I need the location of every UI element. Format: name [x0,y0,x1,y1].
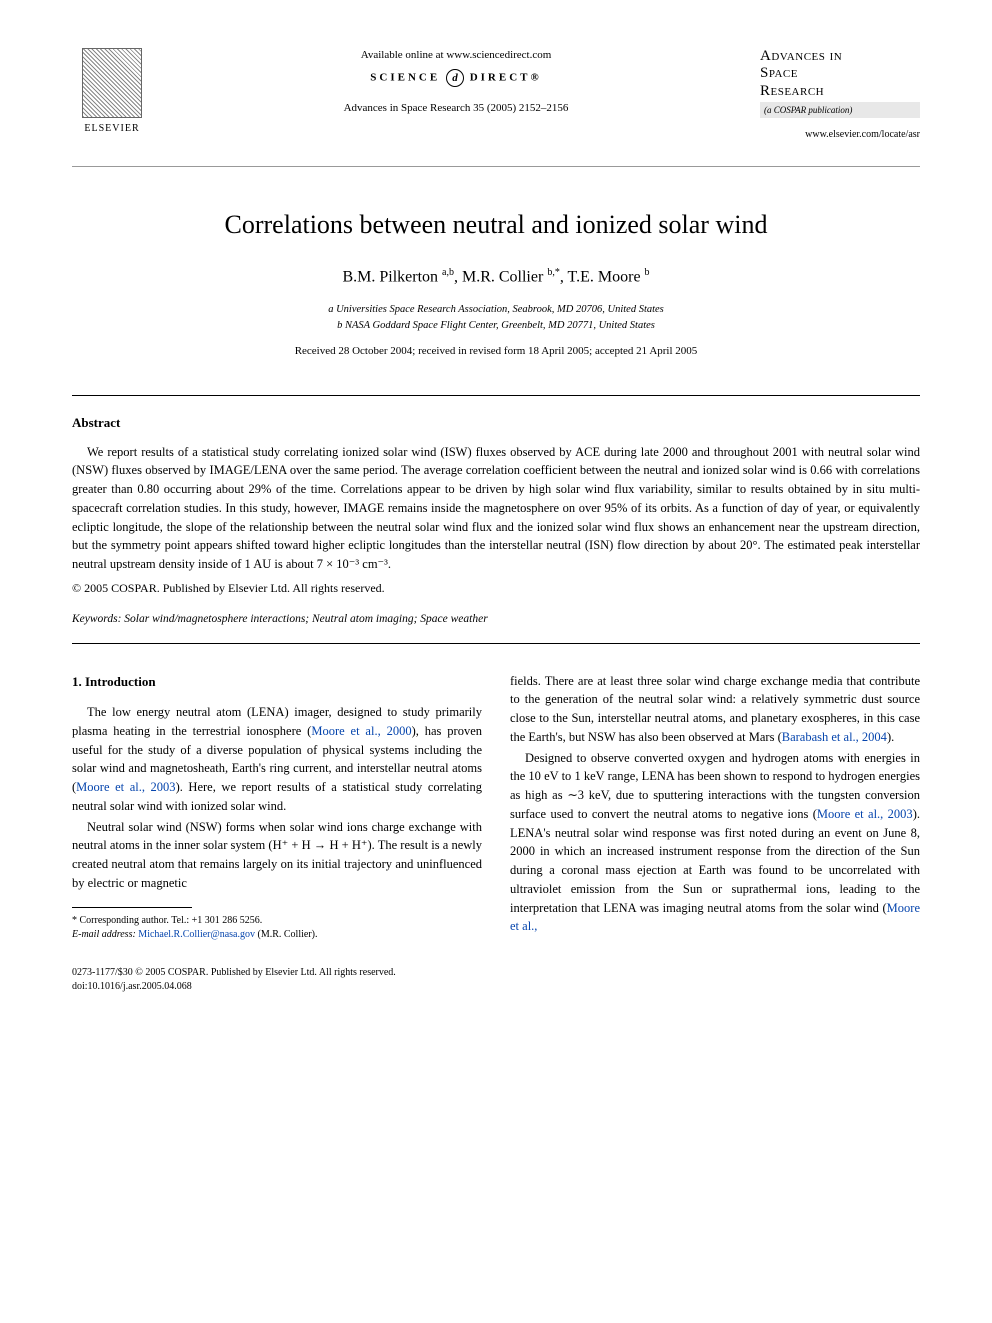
author-1: B.M. Pilkerton [342,268,442,285]
affiliation-b: b NASA Goddard Space Flight Center, Gree… [72,318,920,334]
citation-link[interactable]: Moore et al., 2003 [76,780,175,794]
citation: Advances in Space Research 35 (2005) 215… [172,101,740,116]
body-p1: The low energy neutral atom (LENA) image… [72,703,482,816]
article-dates: Received 28 October 2004; received in re… [72,344,920,359]
section-1-heading: 1. Introduction [72,672,482,692]
email-link[interactable]: Michael.R.Collier@nasa.gov [138,929,255,940]
header-rule [72,166,920,167]
footer-copyright: 0273-1177/$30 © 2005 COSPAR. Published b… [72,966,920,980]
page-header: ELSEVIER Available online at www.science… [72,48,920,142]
footer-doi: doi:10.1016/j.asr.2005.04.068 [72,980,920,994]
sd-right: DIRECT® [470,72,542,84]
author-sep: , [560,268,568,285]
body-p2: Neutral solar wind (NSW) forms when sola… [72,818,482,893]
affiliations: a Universities Space Research Associatio… [72,302,920,334]
available-online-text: Available online at www.sciencedirect.co… [172,48,740,63]
publisher-label: ELSEVIER [72,122,152,136]
email-line: E-mail address: Michael.R.Collier@nasa.g… [72,928,482,942]
journal-name: Advances in Space Research [760,48,920,100]
email-label: E-mail address: [72,929,138,940]
author-2: M.R. Collier [462,268,547,285]
body-p4: Designed to observe converted oxygen and… [510,749,920,937]
header-center: Available online at www.sciencedirect.co… [152,48,760,117]
abstract-bottom-rule [72,643,920,644]
journal-name-l2: Space [760,65,798,81]
keywords: Keywords: Solar wind/magnetosphere inter… [72,611,920,627]
body-columns: 1. Introduction The low energy neutral a… [72,672,920,942]
page-footer: 0273-1177/$30 © 2005 COSPAR. Published b… [72,966,920,994]
author-3: T.E. Moore [568,268,645,285]
abstract-text: We report results of a statistical study… [72,443,920,574]
abstract-copyright: © 2005 COSPAR. Published by Elsevier Ltd… [72,580,920,597]
abstract-top-rule [72,395,920,396]
article-title: Correlations between neutral and ionized… [72,207,920,243]
body-p3: fields. There are at least three solar w… [510,672,920,747]
corresponding-author: * Corresponding author. Tel.: +1 301 286… [72,914,482,928]
journal-name-l3: Research [760,83,824,99]
citation-link[interactable]: Barabash et al., 2004 [782,730,887,744]
journal-box: Advances in Space Research (a COSPAR pub… [760,48,920,142]
abstract-heading: Abstract [72,414,920,432]
authors: B.M. Pilkerton a,b, M.R. Collier b,*, T.… [72,266,920,289]
sd-left: SCIENCE [370,72,440,84]
cospar-tag: (a COSPAR publication) [760,102,920,119]
publisher-logo: ELSEVIER [72,48,152,136]
email-tail: (M.R. Collier). [255,929,318,940]
footnote-block: * Corresponding author. Tel.: +1 301 286… [72,914,482,942]
author-2-aff: b,* [547,267,560,278]
footnote-rule [72,907,192,908]
elsevier-tree-icon [82,48,142,118]
journal-name-l1: Advances in [760,48,842,64]
keywords-text: Solar wind/magnetosphere interactions; N… [121,613,487,625]
author-3-aff: b [645,267,650,278]
journal-url: www.elsevier.com/locate/asr [760,128,920,142]
body-p4-b: ). LENA's neutral solar wind response wa… [510,807,920,915]
author-sep: , [454,268,462,285]
body-p3-b: ). [887,730,894,744]
citation-link[interactable]: Moore et al., 2003 [817,807,913,821]
affiliation-a: a Universities Space Research Associatio… [72,302,920,318]
author-1-aff: a,b [442,267,454,278]
sd-glyph-icon: d [446,69,464,87]
science-direct-logo: SCIENCE d DIRECT® [172,69,740,87]
citation-link[interactable]: Moore et al., 2000 [311,724,411,738]
keywords-label: Keywords: [72,613,121,625]
